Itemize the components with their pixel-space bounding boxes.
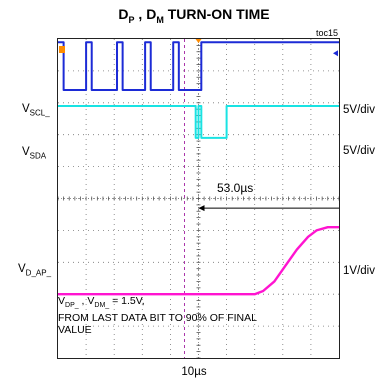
x-scale-label: 10µs bbox=[181, 366, 207, 378]
channel-marker bbox=[59, 46, 65, 53]
scale-label-sda: 5V/div bbox=[343, 145, 375, 157]
delta-time-label: 53.0µs bbox=[217, 181, 254, 195]
trace-sda bbox=[58, 104, 339, 139]
scope-plot bbox=[58, 39, 339, 358]
measurement-note: VDP_ , VDM_ = 1.5V, FROM LAST DATA BIT T… bbox=[58, 295, 257, 337]
trigger-marker bbox=[195, 39, 202, 43]
toc-label: toc15 bbox=[315, 28, 338, 38]
trace-dap bbox=[58, 226, 339, 296]
scope-display bbox=[57, 38, 340, 359]
channel-label-scl: VSCL_ bbox=[22, 103, 50, 118]
scale-label-scl: 5V/div bbox=[343, 104, 375, 116]
delta-arrow-head-left bbox=[198, 205, 205, 212]
channel-label-sda: VSDA bbox=[22, 146, 47, 161]
scl-level-marker bbox=[333, 50, 338, 57]
chart-title: DP , DM TURN-ON TIME bbox=[118, 6, 270, 25]
trace-scl bbox=[58, 41, 339, 92]
channel-label-dap: VD_AP_ bbox=[18, 263, 52, 278]
scale-label-dap: 1V/div bbox=[343, 265, 375, 277]
